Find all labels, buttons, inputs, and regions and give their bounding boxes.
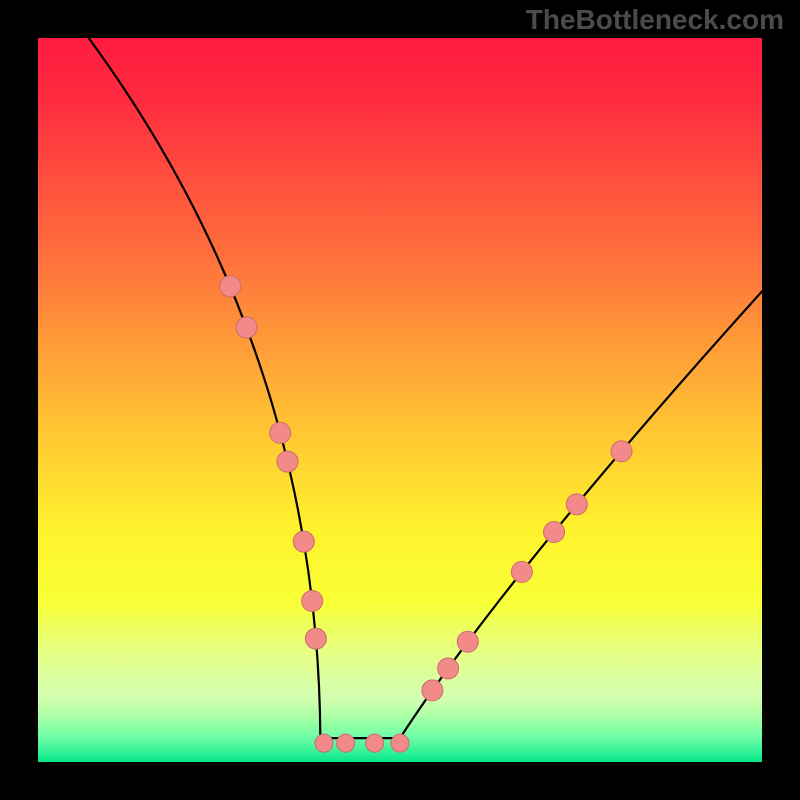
data-marker xyxy=(391,734,409,752)
data-marker xyxy=(457,631,478,652)
data-marker xyxy=(544,522,565,543)
data-marker xyxy=(315,734,333,752)
data-marker xyxy=(293,531,314,552)
data-marker xyxy=(302,591,323,612)
chart-root: TheBottleneck.com xyxy=(0,0,800,800)
data-marker xyxy=(337,734,355,752)
data-marker xyxy=(566,494,587,515)
bottleneck-curve-chart xyxy=(38,38,762,762)
data-marker xyxy=(305,628,326,649)
data-marker xyxy=(270,422,291,443)
data-marker xyxy=(220,276,241,297)
data-marker xyxy=(611,441,632,462)
data-marker xyxy=(511,561,532,582)
watermark-label: TheBottleneck.com xyxy=(526,4,784,36)
data-marker xyxy=(422,680,443,701)
data-marker xyxy=(366,734,384,752)
data-marker xyxy=(277,451,298,472)
data-marker xyxy=(236,317,257,338)
data-marker xyxy=(438,658,459,679)
